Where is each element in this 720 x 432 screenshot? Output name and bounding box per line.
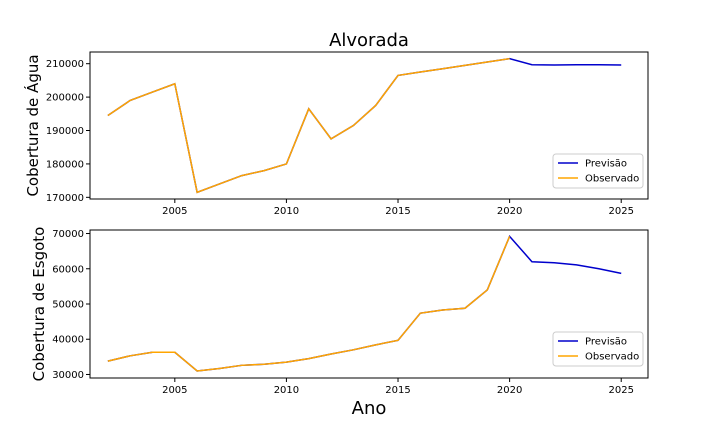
x-tick-label: 2005 — [162, 385, 187, 396]
x-tick-label: 2020 — [497, 385, 522, 396]
y-tick-label: 50000 — [52, 300, 84, 311]
y-tick-label: 200000 — [46, 93, 84, 104]
legend-entry-label: Previsão — [585, 159, 627, 170]
series-line-observado — [107, 236, 511, 372]
y-tick-label: 70000 — [52, 229, 84, 240]
chart-title: Alvorada — [329, 30, 409, 51]
x-tick-label: 2015 — [385, 206, 410, 217]
x-axis-label: Ano — [352, 398, 387, 419]
y-tick-label: 30000 — [52, 370, 84, 381]
legend: Previsão Observado — [552, 153, 644, 189]
y-tick-label: 40000 — [52, 335, 84, 346]
sewage-coverage-panel: 2005 2010 2015 2020 2025 30000 40000 50000 60000… — [30, 227, 649, 396]
x-tick-label: 2010 — [274, 385, 299, 396]
series-line-observado — [107, 57, 510, 194]
y-tick-label: 170000 — [46, 193, 84, 204]
legend: Previsão Observado — [552, 331, 644, 367]
x-tick-label: 2020 — [497, 206, 522, 217]
x-tick-label: 2010 — [274, 206, 299, 217]
y-tick-label: 190000 — [46, 126, 84, 137]
x-tick-label: 2025 — [608, 206, 633, 217]
axes-frame — [89, 51, 649, 200]
legend-entry-label: Observado — [585, 174, 639, 185]
legend-entry-label: Observado — [585, 352, 639, 363]
water-coverage-panel: 2005 2010 2015 2020 2025 170000 180000 190000 20… — [23, 51, 649, 217]
y-tick-label: 60000 — [52, 264, 84, 275]
y-axis-label: Cobertura de Água — [23, 54, 42, 196]
x-tick-label: 2005 — [162, 206, 187, 217]
y-tick-label: 180000 — [46, 159, 84, 170]
x-tick-label: 2025 — [608, 385, 633, 396]
legend-entry-label: Previsão — [585, 337, 627, 348]
y-axis-label: Cobertura de Esgoto — [30, 227, 48, 382]
x-tick-label: 2015 — [385, 385, 410, 396]
y-tick-label: 210000 — [46, 59, 84, 70]
